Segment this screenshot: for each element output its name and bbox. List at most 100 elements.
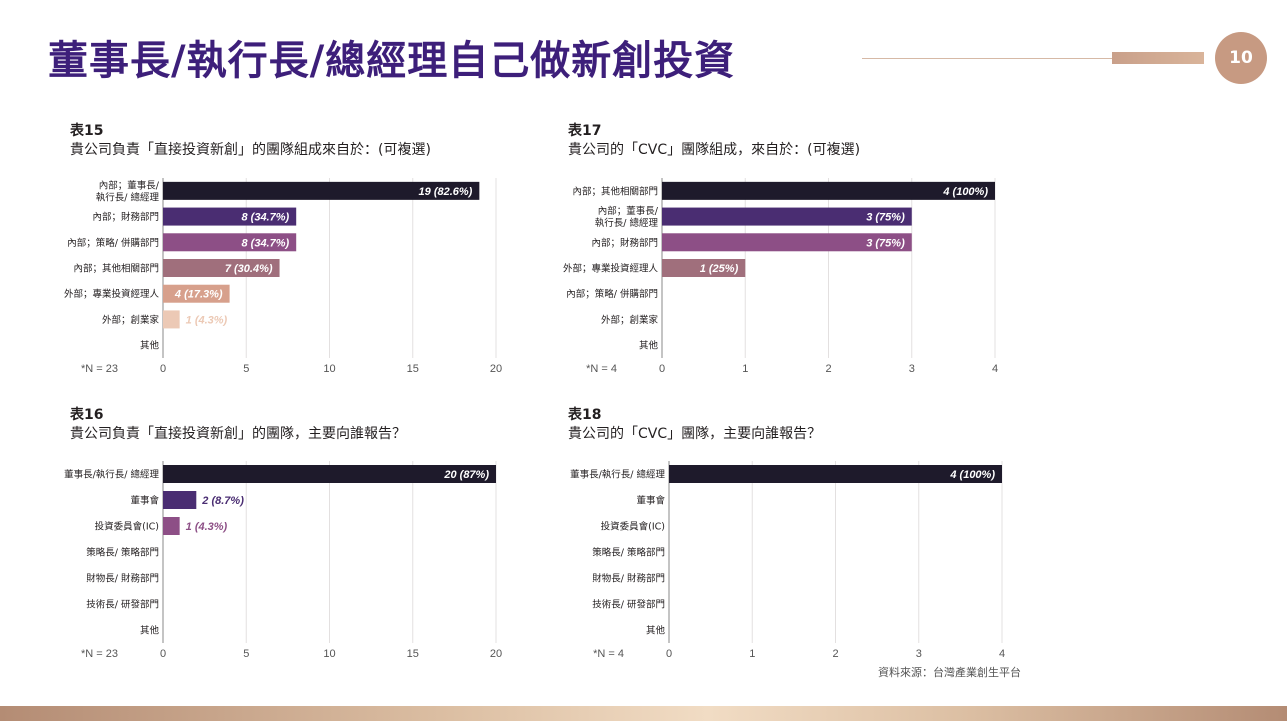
category-label: 技術長/ 研發部門 <box>86 599 159 611</box>
chart-18-header: 表18 貴公司的「CVC」團隊，主要向誰報告？ <box>568 406 821 444</box>
x-tick-label: 10 <box>323 363 335 375</box>
bar-value-label: 1 (4.3%) <box>186 521 228 533</box>
category-label: 財物長/ 財務部門 <box>86 573 159 585</box>
category-label: 策略長/ 策略部門 <box>592 547 665 559</box>
bar <box>662 259 746 277</box>
x-tick-label: 2 <box>825 363 831 375</box>
x-tick-label: 5 <box>243 648 249 660</box>
category-label: 董事長/執行長/ 總經理 <box>64 469 159 481</box>
bar-value-label: 1 (4.3%) <box>186 314 228 326</box>
bar-value-label: 4 (17.3%) <box>174 289 223 301</box>
x-tick-label: 0 <box>160 648 166 660</box>
x-tick-label: 4 <box>992 363 998 375</box>
bar <box>163 207 297 226</box>
x-tick-label: 0 <box>160 363 166 375</box>
bar-value-label: 4 (100%) <box>949 469 995 481</box>
x-tick-label: 20 <box>490 363 502 375</box>
category-label: 董事會 <box>130 495 159 507</box>
chart-15-number: 表15 <box>70 123 104 139</box>
bar-value-label: 3 (75%) <box>866 212 905 224</box>
source-note: 資料來源：台灣產業創生平台 <box>878 666 1021 679</box>
bar <box>163 491 197 509</box>
x-tick-label: 5 <box>243 363 249 375</box>
x-tick-label: 0 <box>659 363 665 375</box>
chart-16-number: 表16 <box>70 407 104 423</box>
chart-17-number: 表17 <box>568 123 602 139</box>
x-tick-label: 20 <box>490 648 502 660</box>
footer-strip <box>0 706 1287 721</box>
bar-value-label: 4 (100%) <box>942 186 988 198</box>
category-label: 外部；創業家 <box>102 314 160 326</box>
bar <box>163 181 480 200</box>
category-label: 內部；董事長/執行長/ 總經理 <box>96 179 160 203</box>
title-accent-bar <box>1112 52 1204 64</box>
page-number-badge: 10 <box>1215 32 1267 84</box>
x-tick-label: 15 <box>407 648 419 660</box>
bar <box>163 310 180 329</box>
bar-value-label: 7 (30.4%) <box>225 263 273 275</box>
bar <box>163 517 180 535</box>
bar <box>662 181 995 200</box>
chart-16-header: 表16 貴公司負責「直接投資新創」的團隊，主要向誰報告？ <box>70 406 406 444</box>
bar-value-label: 1 (25%) <box>700 263 739 275</box>
bar-value-label: 8 (34.7%) <box>241 212 289 224</box>
sample-size-label: *N = 4 <box>586 363 617 375</box>
category-label: 外部；專業投資經理人 <box>64 288 160 300</box>
bar <box>662 233 912 252</box>
bar <box>163 259 280 277</box>
chart-18: 0 1 2 3 4 *N = 4 董事長/執行長/ 總經理 4 (100%) 董事會投資委員會(… <box>570 461 1005 660</box>
category-label: 董事長/執行長/ 總經理 <box>570 469 665 481</box>
title-divider <box>862 58 1112 59</box>
bar <box>163 233 297 252</box>
chart-17-header: 表17 貴公司的「CVC」團隊組成，來自於：(可複選) <box>568 122 860 160</box>
chart-18-title: 貴公司的「CVC」團隊，主要向誰報告？ <box>568 426 822 442</box>
category-label: 其他 <box>140 625 160 637</box>
chart-15: 0 5 10 15 20 *N = 23 內部；董事長/執行長/ 總經理 19 (82.6%)… <box>64 178 502 375</box>
category-label: 其他 <box>140 340 160 352</box>
sample-size-label: *N = 23 <box>81 648 118 660</box>
bar-value-label: 19 (82.6%) <box>419 186 473 198</box>
category-label: 內部；財務部門 <box>591 237 658 249</box>
bar <box>163 284 230 303</box>
x-tick-label: 10 <box>323 648 335 660</box>
category-label: 其他 <box>646 625 666 637</box>
chart-15-title: 貴公司負責「直接投資新創」的團隊組成來自於：(可複選) <box>70 142 431 158</box>
category-label: 董事會 <box>636 495 665 507</box>
x-tick-label: 0 <box>666 648 672 660</box>
category-label: 外部；創業家 <box>601 314 659 326</box>
category-label: 外部；專業投資經理人 <box>563 263 659 275</box>
category-label: 內部；策略/ 併購部門 <box>566 288 658 300</box>
bar <box>662 207 912 226</box>
chart-16-title: 貴公司負責「直接投資新創」的團隊，主要向誰報告？ <box>70 426 406 442</box>
x-tick-label: 4 <box>999 648 1005 660</box>
chart-16: 0 5 10 15 20 *N = 23 董事長/執行長/ 總經理 20 (87%) 董事會 2 … <box>64 461 502 660</box>
bar <box>669 465 1002 483</box>
bar-value-label: 20 (87%) <box>443 469 489 481</box>
bar-value-label: 8 (34.7%) <box>241 237 289 249</box>
sample-size-label: *N = 4 <box>593 648 624 660</box>
x-tick-label: 1 <box>742 363 748 375</box>
chart-17: 0 1 2 3 4 *N = 4 內部；其他相關部門 4 (100%) 內部；董事長/執行長/ … <box>563 178 998 375</box>
x-tick-label: 3 <box>909 363 915 375</box>
category-label: 投資委員會(IC) <box>601 521 665 533</box>
category-label: 投資委員會(IC) <box>95 521 159 533</box>
category-label: 內部；其他相關部門 <box>73 263 159 275</box>
category-label: 內部；策略/ 併購部門 <box>67 237 159 249</box>
x-tick-label: 15 <box>407 363 419 375</box>
category-label: 內部；其他相關部門 <box>572 185 658 197</box>
category-label: 策略長/ 策略部門 <box>86 547 159 559</box>
bar-value-label: 3 (75%) <box>866 237 905 249</box>
category-label: 財物長/ 財務部門 <box>592 573 665 585</box>
sample-size-label: *N = 23 <box>81 363 118 375</box>
x-tick-label: 1 <box>749 648 755 660</box>
page-title: 董事長/執行長/總經理自己做新創投資 <box>48 38 736 84</box>
x-tick-label: 3 <box>916 648 922 660</box>
x-tick-label: 2 <box>832 648 838 660</box>
chart-15-header: 表15 貴公司負責「直接投資新創」的團隊組成來自於：(可複選) <box>70 122 431 160</box>
category-label: 內部；董事長/執行長/ 總經理 <box>595 205 659 229</box>
bar <box>163 465 496 483</box>
chart-17-title: 貴公司的「CVC」團隊組成，來自於：(可複選) <box>568 142 861 158</box>
category-label: 其他 <box>639 340 659 352</box>
category-label: 內部；財務部門 <box>92 211 159 223</box>
bar-value-label: 2 (8.7%) <box>201 495 244 507</box>
